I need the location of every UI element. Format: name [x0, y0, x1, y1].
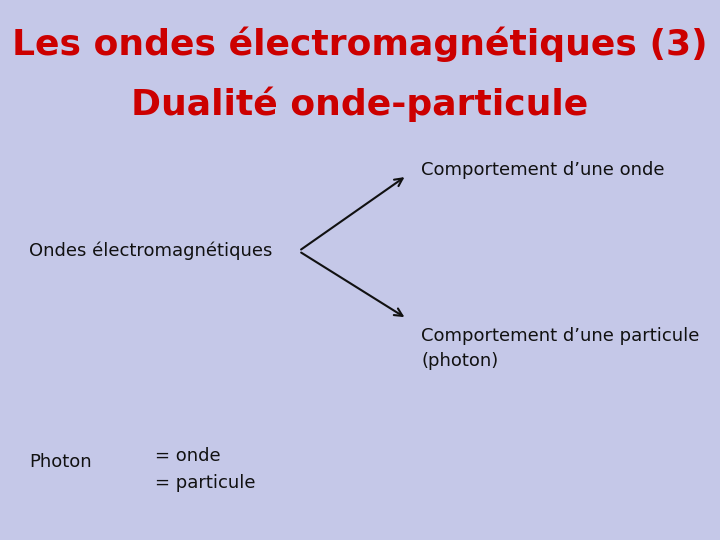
Text: = particule: = particule [155, 474, 256, 492]
Text: Comportement d’une onde: Comportement d’une onde [421, 161, 665, 179]
Text: Comportement d’une particule
(photon): Comportement d’une particule (photon) [421, 327, 700, 370]
Text: Photon: Photon [29, 453, 91, 471]
Text: Dualité onde-particule: Dualité onde-particule [131, 86, 589, 122]
Text: = onde: = onde [155, 447, 220, 465]
Text: Ondes électromagnétiques: Ondes électromagnétiques [29, 242, 272, 260]
Text: Les ondes électromagnétiques (3): Les ondes électromagnétiques (3) [12, 27, 708, 63]
